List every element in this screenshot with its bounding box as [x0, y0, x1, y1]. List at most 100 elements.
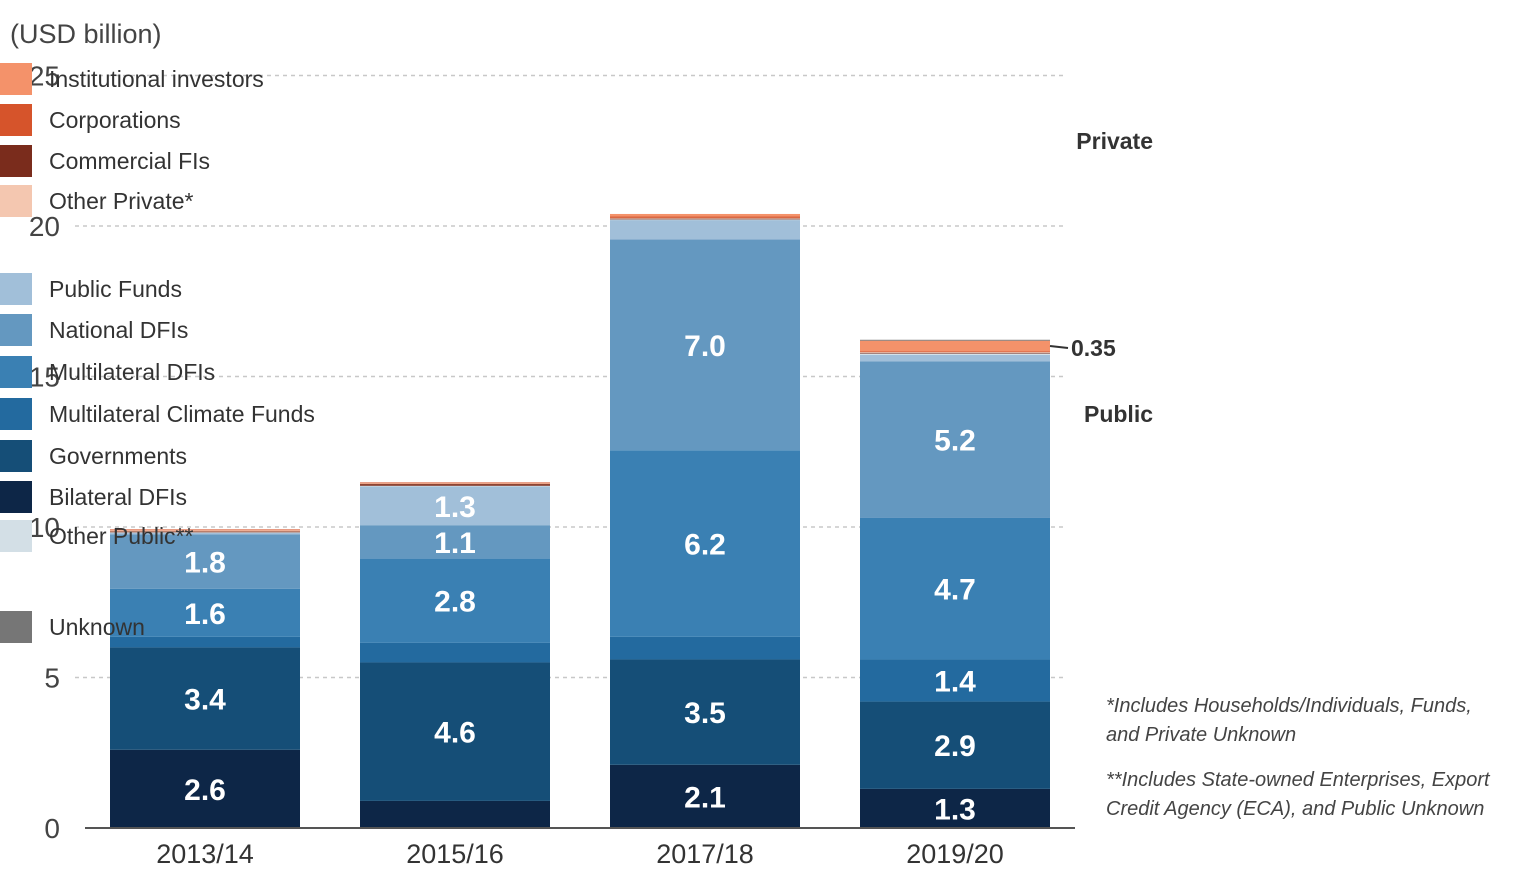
- bar-segment: [360, 486, 550, 526]
- footnote-public-line-1: **Includes State-owned Enterprises, Expo…: [1106, 769, 1490, 791]
- legend-label: Public Funds: [49, 275, 182, 302]
- bar-segment: [860, 788, 1050, 828]
- legend-swatch: [0, 273, 32, 305]
- bar-segment: [360, 485, 550, 487]
- y-axis-label: (USD billion): [10, 19, 162, 49]
- legend-item: Commercial FIs: [0, 145, 210, 177]
- bar-segment: [860, 351, 1050, 353]
- x-tick-labels: 2013/14 2015/16 2017/18 2019/20: [156, 839, 1004, 869]
- bar-segment: [610, 764, 800, 828]
- data-label: 1.1: [434, 527, 476, 560]
- x-tick-label: 2019/20: [906, 839, 1004, 869]
- legend-label: Multilateral Climate Funds: [49, 400, 315, 427]
- data-label: 1.6: [184, 598, 226, 631]
- data-label: 2.8: [434, 586, 476, 619]
- legend-label: Unknown: [49, 613, 145, 640]
- legend-item: Multilateral Climate Funds: [0, 398, 315, 430]
- data-label: 2.6: [184, 774, 226, 807]
- data-label: 2.9: [934, 730, 976, 763]
- bar-segment: [860, 351, 1050, 353]
- bar-segment: [360, 483, 550, 486]
- x-tick-label: 2013/14: [156, 839, 254, 869]
- legend-swatch: [0, 481, 32, 513]
- bar-segment: [860, 517, 1050, 660]
- y-tick-label: 20: [29, 211, 60, 242]
- x-tick-label: 2015/16: [406, 839, 504, 869]
- bar-segment: [610, 219, 800, 221]
- footnote-private-line-2: and Private Unknown: [1106, 724, 1297, 746]
- legend-swatch: [0, 356, 32, 388]
- bar-segment: [610, 217, 800, 219]
- legend-label: Other Public**: [49, 522, 194, 549]
- bar-segment: [360, 525, 550, 559]
- footnote-public: **Includes State-owned Enterprises, Expo…: [1106, 766, 1490, 824]
- bar-segment: [110, 534, 300, 589]
- legend-item: Multilateral DFIs: [0, 356, 215, 388]
- y-tick-label: 0: [44, 813, 60, 844]
- y-tick-label: 10: [29, 512, 60, 543]
- bar-segment: [860, 339, 1050, 341]
- bars: [110, 213, 1050, 828]
- bar-segment: [860, 340, 1050, 352]
- bar-segment: [110, 636, 300, 648]
- bar-segment: [860, 361, 1050, 518]
- callout-label: 0.35: [1071, 335, 1116, 361]
- legend-swatch: [0, 63, 32, 95]
- legend-group-public: Public: [1083, 401, 1153, 427]
- bar-segment: [610, 450, 800, 637]
- legend-item: National DFIs: [0, 314, 188, 346]
- callout-leader: [1049, 344, 1069, 349]
- bar-segment: [110, 588, 300, 637]
- data-label: 7.0: [684, 330, 726, 363]
- bar-segment: [860, 353, 1050, 355]
- bar-segment: [610, 216, 800, 218]
- legend-swatch: [0, 611, 32, 643]
- data-label: 5.2: [934, 425, 976, 458]
- legend-label: Multilateral DFIs: [49, 358, 216, 385]
- bar-segment: [610, 218, 800, 220]
- bar-segment: [110, 749, 300, 828]
- bar-segment: [610, 659, 800, 765]
- data-label: 1.4: [934, 666, 976, 699]
- data-label: 4.6: [434, 717, 476, 750]
- bar-segment: [860, 659, 1050, 702]
- data-label: 4.7: [934, 574, 976, 607]
- legend-label: Commercial FIs: [49, 147, 211, 174]
- legend-label: Corporations: [49, 106, 181, 133]
- footnote-public-line-2: Credit Agency (ECA), and Public Unknown: [1106, 798, 1485, 820]
- bar-segment: [860, 352, 1050, 354]
- data-label: 3.5: [684, 697, 726, 730]
- segment-labels: 2.63.41.61.84.62.81.11.32.13.56.27.01.32…: [184, 330, 976, 827]
- bar-segment: [110, 531, 300, 533]
- x-tick-label: 2017/18: [656, 839, 754, 869]
- bar-segment: [610, 239, 800, 451]
- bar-segment: [610, 213, 800, 217]
- bar-segment: [360, 800, 550, 828]
- legend-swatch: [0, 314, 32, 346]
- bar-segment: [610, 219, 800, 240]
- footnote-private: *Includes Households/Individuals, Funds,…: [1106, 692, 1472, 750]
- bar-segment: [110, 647, 300, 750]
- data-label: 3.4: [184, 684, 226, 717]
- data-label: 1.3: [434, 491, 476, 524]
- legend-item: Unknown: [0, 611, 145, 643]
- legend-item: Public Funds: [0, 273, 182, 305]
- bar-segment: [860, 701, 1050, 789]
- bar-segment: [110, 532, 300, 534]
- data-label: 1.3: [934, 793, 976, 826]
- legend-item: Corporations: [0, 104, 181, 136]
- footnote-private-line-1: *Includes Households/Individuals, Funds,: [1106, 695, 1472, 717]
- bar-segment: [360, 483, 550, 485]
- legend-swatch: [0, 145, 32, 177]
- legend-label: Governments: [49, 442, 188, 469]
- y-tick-label: 5: [44, 663, 60, 694]
- bar-segment: [110, 533, 300, 535]
- legend-swatch: [0, 104, 32, 136]
- bar-segment: [110, 530, 300, 532]
- bar-segment: [110, 529, 300, 531]
- bar-segment: [360, 662, 550, 801]
- y-tick-label: 15: [29, 362, 60, 393]
- data-label: 6.2: [684, 529, 726, 562]
